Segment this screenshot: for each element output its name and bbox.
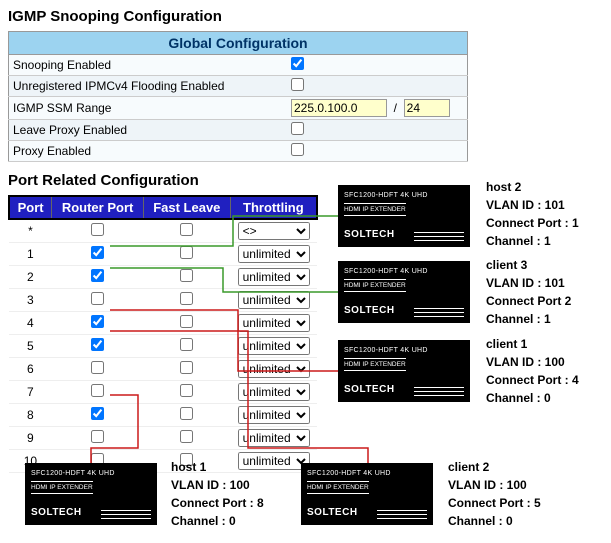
device-brand: SOLTECH: [344, 383, 395, 397]
unreg-label: Unregistered IPMCv4 Flooding Enabled: [9, 76, 288, 97]
port-table: Port Router Port Fast Leave Throttling *…: [8, 195, 318, 473]
table-row: 9 unlimited: [9, 427, 317, 450]
port-cell: 4: [9, 312, 52, 335]
throttling-header: Throttling: [230, 196, 317, 219]
device-brand: SOLTECH: [344, 304, 395, 318]
device-sub: HDMI IP EXTENDER: [31, 481, 93, 494]
table-row: 1 unlimited: [9, 243, 317, 266]
device-model: SFC1200-HDFT 4K UHD: [307, 469, 427, 479]
throttle-select[interactable]: unlimited: [238, 245, 310, 263]
router-checkbox[interactable]: [91, 338, 104, 351]
router-header: Router Port: [52, 196, 144, 219]
table-row: 5 unlimited: [9, 335, 317, 358]
device-brand: SOLTECH: [307, 506, 358, 520]
proxy-checkbox[interactable]: [291, 143, 304, 156]
router-checkbox[interactable]: [91, 292, 104, 305]
leave-checkbox[interactable]: [291, 122, 304, 135]
port-cell: 8: [9, 404, 52, 427]
port-cell: 7: [9, 381, 52, 404]
device-model: SFC1200-HDFT 4K UHD: [344, 346, 464, 356]
fastleave-checkbox[interactable]: [180, 246, 193, 259]
throttle-select[interactable]: unlimited: [238, 291, 310, 309]
router-checkbox[interactable]: [91, 269, 104, 282]
router-checkbox[interactable]: [91, 246, 104, 259]
fastleave-checkbox[interactable]: [180, 338, 193, 351]
port-cell: 1: [9, 243, 52, 266]
device-sub: HDMI IP EXTENDER: [344, 358, 406, 371]
table-row: 3 unlimited: [9, 289, 317, 312]
device-card-host2: SFC1200-HDFT 4K UHD HDMI IP EXTENDER SOL…: [338, 185, 470, 247]
device-card-host1: SFC1200-HDFT 4K UHD HDMI IP EXTENDER SOL…: [25, 463, 157, 525]
proxy-label: Proxy Enabled: [9, 141, 288, 162]
table-row: 8 unlimited: [9, 404, 317, 427]
port-cell: 2: [9, 266, 52, 289]
global-config-table: Global Configuration Snooping Enabled Un…: [8, 31, 468, 162]
throttle-select[interactable]: unlimited: [238, 383, 310, 401]
fastleave-checkbox[interactable]: [180, 315, 193, 328]
table-row: * <>: [9, 219, 317, 243]
throttle-select[interactable]: unlimited: [238, 337, 310, 355]
fastleave-checkbox[interactable]: [180, 430, 193, 443]
port-cell: 5: [9, 335, 52, 358]
device-model: SFC1200-HDFT 4K UHD: [31, 469, 151, 479]
port-cell: 3: [9, 289, 52, 312]
device-model: SFC1200-HDFT 4K UHD: [344, 191, 464, 201]
table-row: 4 unlimited: [9, 312, 317, 335]
fastleave-checkbox[interactable]: [180, 407, 193, 420]
fastleave-checkbox[interactable]: [180, 269, 193, 282]
fastleave-header: Fast Leave: [143, 196, 230, 219]
device-brand: SOLTECH: [31, 506, 82, 520]
port-cell: 6: [9, 358, 52, 381]
page-title: IGMP Snooping Configuration: [8, 8, 611, 25]
fastleave-checkbox[interactable]: [180, 361, 193, 374]
device-label-client2: client 2 VLAN ID : 100 Connect Port : 5 …: [448, 458, 541, 530]
router-checkbox[interactable]: [91, 223, 104, 236]
device-label-host1: host 1 VLAN ID : 100 Connect Port : 8 Ch…: [171, 458, 264, 530]
throttle-select[interactable]: unlimited: [238, 268, 310, 286]
throttle-select[interactable]: <>: [238, 222, 310, 240]
router-checkbox[interactable]: [91, 315, 104, 328]
device-label-client3: client 3 VLAN ID : 101 Connect Port 2 Ch…: [486, 256, 571, 328]
fastleave-checkbox[interactable]: [180, 223, 193, 236]
ssm-ip-input[interactable]: [291, 99, 387, 117]
device-sub: HDMI IP EXTENDER: [344, 203, 406, 216]
fastleave-checkbox[interactable]: [180, 292, 193, 305]
table-row: 2 unlimited: [9, 266, 317, 289]
table-row: 7 unlimited: [9, 381, 317, 404]
port-header: Port: [9, 196, 52, 219]
table-row: 6 unlimited: [9, 358, 317, 381]
fastleave-checkbox[interactable]: [180, 384, 193, 397]
throttle-select[interactable]: unlimited: [238, 406, 310, 424]
router-checkbox[interactable]: [91, 361, 104, 374]
snooping-label: Snooping Enabled: [9, 55, 288, 76]
throttle-select[interactable]: unlimited: [238, 429, 310, 447]
unreg-checkbox[interactable]: [291, 78, 304, 91]
device-card-client2: SFC1200-HDFT 4K UHD HDMI IP EXTENDER SOL…: [301, 463, 433, 525]
global-config-header: Global Configuration: [9, 32, 468, 55]
device-sub: HDMI IP EXTENDER: [344, 279, 406, 292]
port-cell: 9: [9, 427, 52, 450]
router-checkbox[interactable]: [91, 430, 104, 443]
router-checkbox[interactable]: [91, 384, 104, 397]
ssm-label: IGMP SSM Range: [9, 97, 288, 120]
router-checkbox[interactable]: [91, 407, 104, 420]
device-model: SFC1200-HDFT 4K UHD: [344, 267, 464, 277]
port-cell: *: [9, 219, 52, 243]
throttle-select[interactable]: unlimited: [238, 360, 310, 378]
device-label-host2: host 2 VLAN ID : 101 Connect Port : 1 Ch…: [486, 178, 579, 250]
device-label-client1: client 1 VLAN ID : 100 Connect Port : 4 …: [486, 335, 579, 407]
throttle-select[interactable]: unlimited: [238, 314, 310, 332]
device-card-client1: SFC1200-HDFT 4K UHD HDMI IP EXTENDER SOL…: [338, 340, 470, 402]
leave-label: Leave Proxy Enabled: [9, 120, 288, 141]
device-brand: SOLTECH: [344, 228, 395, 242]
ssm-mask-input[interactable]: [404, 99, 450, 117]
device-card-client3: SFC1200-HDFT 4K UHD HDMI IP EXTENDER SOL…: [338, 261, 470, 323]
snooping-checkbox[interactable]: [291, 57, 304, 70]
device-sub: HDMI IP EXTENDER: [307, 481, 369, 494]
